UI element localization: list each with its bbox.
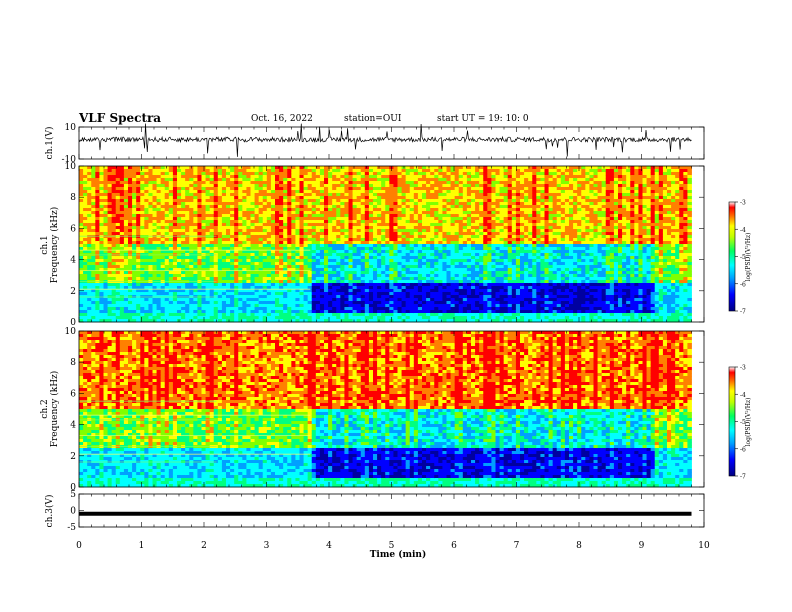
spec1-channel-label: ch.1 [40, 235, 50, 254]
x-tick-label: 7 [514, 541, 520, 551]
ch1-waveform-ytick-label: -10 [62, 155, 77, 165]
colorbar-tick-label: -6 [740, 281, 746, 288]
x-tick-label: 5 [389, 541, 395, 551]
ch1-spectrogram-ytick-label: 2 [70, 287, 76, 297]
x-tick-label: 10 [698, 541, 710, 551]
ch1-spectrogram-ytick-label: 10 [65, 162, 77, 172]
x-tick-label: 8 [576, 541, 582, 551]
ch1-waveform-ytick-label: 10 [65, 123, 77, 133]
x-axis-label: Time (min) [370, 549, 427, 560]
x-tick-label: 9 [639, 541, 645, 551]
ch3-waveform-ytick-label: 0 [70, 507, 76, 517]
ch2-spectrogram-ytick-label: 10 [65, 327, 77, 337]
ch1-spectrogram-ytick-label: 8 [70, 193, 76, 203]
ch2-spectrogram-panel [79, 331, 704, 488]
x-tick-label: 6 [451, 541, 457, 551]
ch1-waveform-panel [78, 123, 692, 157]
ch1-spectrogram-ytick-label: 6 [70, 224, 76, 234]
station-label: station=OUI [344, 114, 402, 124]
spec1-ylabel: Frequency (kHz) [49, 207, 60, 284]
spec2-ylabel: Frequency (kHz) [49, 371, 60, 448]
ch3-ylabel: ch.3(V) [44, 495, 55, 528]
colorbar-2-label: log(PSD)(V²/Hz) [745, 398, 752, 447]
ch1-spectrogram-ytick-label: 0 [70, 318, 76, 328]
start-time-label: start UT = 19: 10: 0 [437, 114, 529, 124]
x-tick-label: 3 [264, 541, 270, 551]
ch3-waveform-ytick-label: -5 [67, 523, 76, 533]
colorbar-tick-label: -6 [740, 446, 746, 453]
ch1-spectrogram-panel [79, 166, 704, 323]
x-tick-label: 2 [201, 541, 207, 551]
colorbar-tick-label: -7 [740, 474, 746, 481]
ch1-trace [78, 123, 692, 157]
ch3-waveform-ytick-label: 5 [70, 490, 76, 500]
colorbar-tick-label: -3 [740, 200, 746, 207]
colorbar-tick-label: -4 [740, 227, 746, 234]
date-label: Oct. 16, 2022 [251, 114, 313, 124]
colorbar-tick-label: -4 [740, 392, 746, 399]
colorbar-tick-label: -3 [740, 365, 746, 372]
ch2-spectrogram-ytick-label: 4 [70, 421, 76, 431]
ch1-ylabel: ch.1(V) [44, 127, 55, 160]
ch2-spectrogram-ytick-label: 0 [70, 483, 76, 493]
x-tick-label: 4 [326, 541, 332, 551]
colorbar-tick-label: -7 [740, 309, 746, 316]
colorbar-tick-label: -5 [740, 254, 746, 261]
ch2-spectrogram-ytick-label: 6 [70, 389, 76, 399]
chart-title: VLF Spectra [79, 111, 162, 125]
x-tick-label: 1 [139, 541, 145, 551]
colorbar-tick-label: -5 [740, 419, 746, 426]
colorbar-1-label: log(PSD)(V²/Hz) [745, 233, 752, 282]
ch2-spectrogram-ytick-label: 8 [70, 358, 76, 368]
spec2-channel-label: ch.2 [40, 399, 50, 418]
x-tick-label: 0 [76, 541, 82, 551]
ch2-spectrogram-ytick-label: 2 [70, 452, 76, 462]
ch1-spectrogram-ytick-label: 4 [70, 256, 76, 266]
